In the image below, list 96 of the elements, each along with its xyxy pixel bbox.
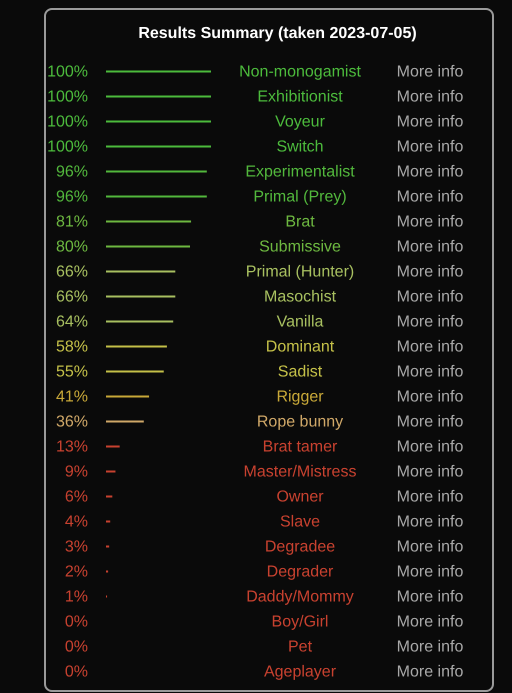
text: More info: [396, 438, 464, 456]
data-label: 100%: [47, 138, 88, 156]
data-label: 13%: [56, 438, 88, 456]
data-label: 66%: [56, 264, 88, 280]
bar: [106, 120, 211, 122]
text: More info: [396, 664, 464, 680]
bar: [106, 70, 211, 72]
data-label: 100%: [47, 114, 88, 130]
data-label: 100%: [47, 64, 88, 80]
text: More info: [396, 188, 464, 206]
y-tick-label: Boy/Girl: [272, 614, 328, 630]
y-tick-label: Dominant: [266, 338, 335, 356]
text: Results Summary (taken 2023-07-05): [138, 25, 417, 42]
text: More info: [396, 264, 464, 280]
text: More info: [396, 64, 464, 80]
bar: [106, 146, 211, 148]
y-tick-label: Owner: [276, 488, 324, 506]
data-label: 81%: [56, 214, 88, 230]
bar: [106, 320, 174, 322]
y-tick-label: Vanilla: [276, 314, 324, 330]
y-tick-label: Non-monogamist: [239, 64, 362, 80]
bar: [106, 220, 192, 222]
bar: [106, 246, 190, 248]
text: More info: [396, 314, 464, 330]
text: More info: [396, 588, 464, 606]
data-label: 1%: [64, 588, 88, 606]
y-tick-label: Exhibitionist: [257, 88, 344, 106]
data-label: 55%: [56, 364, 88, 380]
bar: [106, 446, 120, 448]
data-label: 96%: [56, 188, 88, 206]
bar: [106, 170, 207, 172]
text: More info: [396, 514, 464, 530]
data-label: 80%: [56, 238, 88, 256]
data-label: 100%: [47, 88, 88, 106]
data-label: 64%: [56, 314, 88, 330]
data-label: 0%: [64, 638, 88, 656]
y-tick-label: Brat: [285, 214, 316, 230]
data-label: 36%: [56, 414, 88, 430]
y-tick-label: Submissive: [259, 238, 341, 256]
bar: [106, 196, 207, 198]
bar: [106, 270, 176, 272]
text: More info: [396, 388, 464, 406]
y-tick-label: Primal (Hunter): [246, 264, 354, 280]
text: More info: [396, 138, 464, 156]
y-tick-label: Degradee: [264, 538, 336, 556]
text: More info: [396, 364, 464, 380]
text: More info: [396, 288, 464, 306]
y-tick-label: Primal (Prey): [253, 188, 347, 206]
text: More info: [396, 614, 464, 630]
bar: [106, 396, 150, 398]
text: More info: [396, 464, 464, 480]
bar: [106, 546, 110, 548]
text: More info: [396, 164, 464, 180]
y-tick-label: Slave: [280, 514, 320, 530]
bar: [106, 96, 211, 98]
data-label: 4%: [64, 514, 88, 530]
data-label: 96%: [56, 164, 88, 180]
bar: [106, 470, 116, 472]
data-label: 3%: [64, 538, 88, 556]
y-tick-label: Voyeur: [275, 114, 326, 130]
bar: [106, 296, 176, 298]
data-label: 58%: [56, 338, 88, 356]
data-label: 41%: [56, 388, 88, 406]
text: More info: [396, 114, 464, 130]
text: More info: [396, 214, 464, 230]
bar: [106, 346, 167, 348]
data-label: 66%: [56, 288, 88, 306]
bar: [106, 420, 144, 422]
y-tick-label: Brat tamer: [262, 438, 338, 456]
text: More info: [396, 338, 464, 356]
text: More info: [396, 638, 464, 656]
y-tick-label: Switch: [276, 138, 324, 156]
y-tick-label: Pet: [288, 638, 313, 656]
bar: [106, 520, 110, 522]
y-tick-label: Experimentalist: [245, 164, 356, 180]
data-label: 6%: [64, 488, 88, 506]
data-label: 2%: [64, 564, 88, 580]
y-tick-label: Daddy/Mommy: [246, 588, 354, 606]
text: More info: [396, 538, 464, 556]
text: More info: [396, 564, 464, 580]
data-label: 0%: [64, 614, 88, 630]
text: More info: [396, 488, 464, 506]
text: More info: [396, 238, 464, 256]
bar: [106, 496, 112, 498]
y-tick-label: Sadist: [278, 364, 323, 380]
data-label: 9%: [64, 464, 88, 480]
y-tick-label: Master/Mistress: [244, 464, 356, 480]
y-tick-label: Ageplayer: [264, 664, 337, 680]
data-label: 0%: [64, 664, 88, 680]
y-tick-label: Rigger: [276, 388, 324, 406]
y-tick-label: Masochist: [264, 288, 337, 306]
y-tick-label: Rope bunny: [256, 414, 344, 430]
text: More info: [396, 414, 464, 430]
bar: [106, 370, 164, 372]
y-tick-label: Degrader: [266, 564, 334, 580]
text: More info: [396, 88, 464, 106]
